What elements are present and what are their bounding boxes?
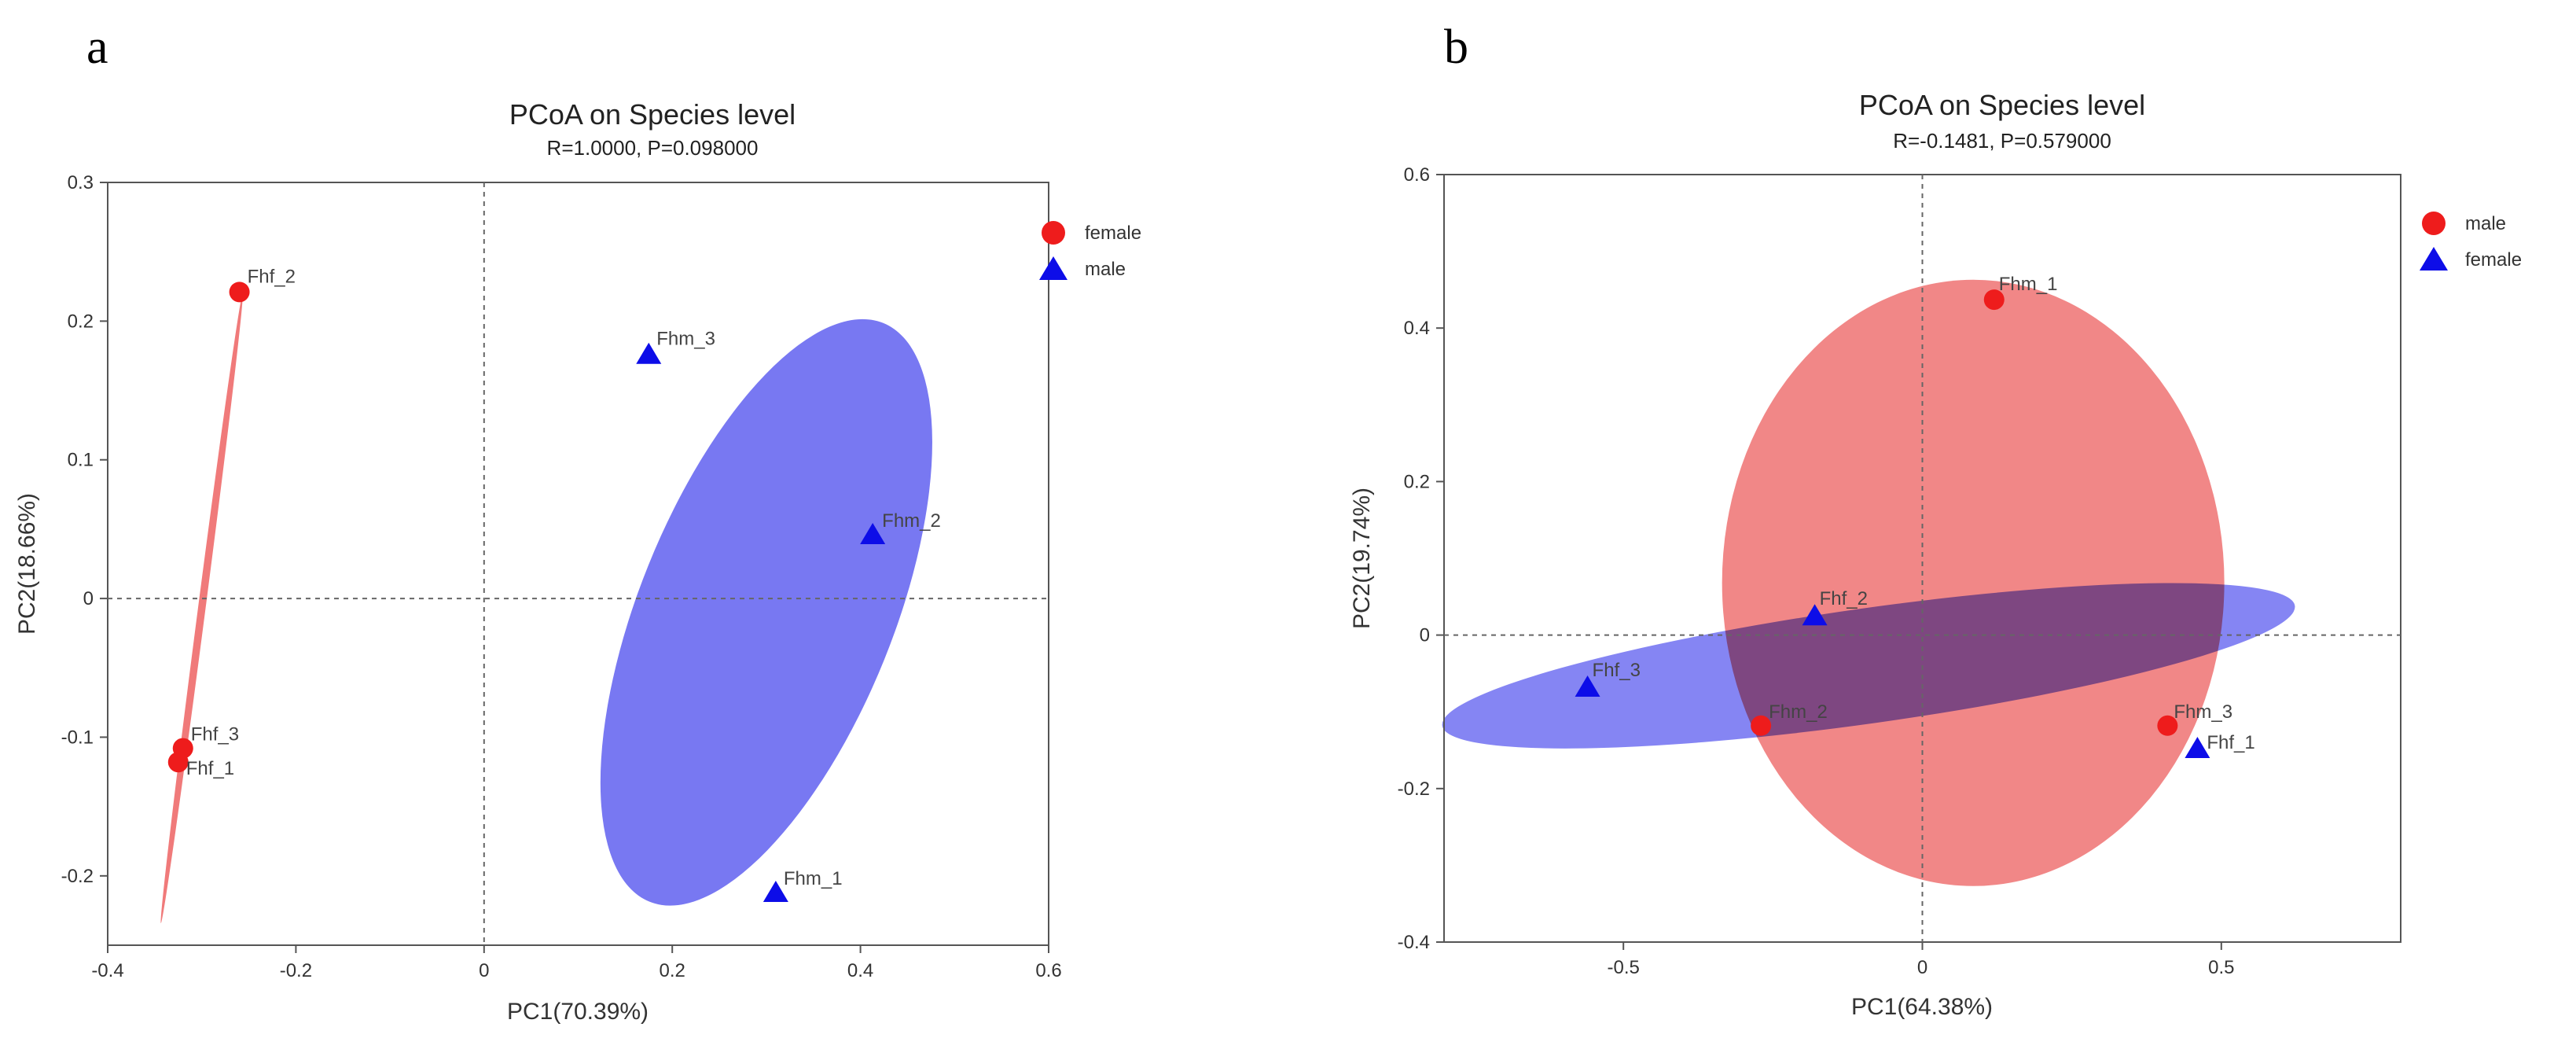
legend-label-male: male: [1085, 259, 1126, 280]
point-Fhf_2: [1802, 604, 1828, 626]
x-tick-label: 0: [479, 960, 489, 981]
point-Fhm_1: [1983, 289, 2005, 311]
point-label: Fhf_3: [1593, 660, 1641, 681]
point-label: Fhf_2: [1820, 588, 1868, 609]
x-tick-label: 0.2: [660, 960, 685, 981]
legend-marker-male: [2422, 212, 2446, 235]
legend-label-male: male: [2465, 213, 2506, 234]
legend-label-female: female: [1085, 223, 1141, 244]
panel-letter: b: [1444, 20, 1468, 74]
x-tick-label: -0.4: [91, 960, 123, 981]
plot-frame: [107, 182, 1049, 946]
point-Fhf_1: [167, 752, 189, 773]
legend-marker-female: [1042, 221, 1065, 245]
x-tick-label: 0.5: [2208, 957, 2234, 978]
chart-title: PCoA on Species level: [509, 98, 796, 131]
point-label: Fhf_1: [186, 758, 234, 779]
ellipse-female: [1442, 583, 2295, 749]
point-label: Fhf_3: [191, 724, 239, 745]
point-Fhm_2: [1751, 715, 1772, 736]
ellipse-male: [600, 318, 932, 906]
chart-title: PCoA on Species level: [1859, 89, 2145, 121]
ellipse-male: [1722, 279, 2225, 886]
point-Fhf_2: [229, 282, 250, 303]
y-tick-label: 0.1: [68, 450, 94, 471]
y-tick-label: 0.6: [1404, 164, 1430, 186]
point-label: Fhm_1: [1999, 274, 2058, 295]
chart-subtitle: R=1.0000, P=0.098000: [547, 136, 759, 160]
ellipse-female: [160, 293, 243, 923]
y-tick-label: 0: [83, 588, 94, 609]
legend-marker-male: [1039, 256, 1068, 280]
y-tick-label: 0.2: [1404, 471, 1430, 492]
x-tick-label: 0: [1917, 957, 1927, 978]
x-tick-label: 0.4: [847, 960, 873, 981]
x-tick-label: 0.6: [1035, 960, 1061, 981]
x-axis-label: PC1(64.38%): [1851, 994, 1993, 1020]
y-axis-label: PC2(18.66%): [14, 493, 40, 635]
point-label: Fhf_2: [248, 266, 296, 287]
y-axis-label: PC2(19.74%): [1349, 488, 1375, 629]
point-Fhm_2: [860, 522, 886, 544]
point-label: Fhm_2: [882, 510, 941, 532]
panel-a: a PCoA on Species level R=1.0000, P=0.09…: [14, 20, 1141, 1025]
panel-b: b PCoA on Species level R=-0.1481, P=0.5…: [1349, 20, 2522, 1020]
y-tick-label: 0.2: [68, 311, 94, 332]
point-Fhf_3: [1575, 675, 1600, 697]
point-label: Fhm_2: [1769, 701, 1828, 723]
point-label: Fhm_1: [784, 868, 843, 889]
x-axis-label: PC1(70.39%): [507, 999, 649, 1025]
point-Fhm_1: [763, 880, 788, 902]
point-Fhm_3: [2157, 715, 2178, 736]
y-tick-label: -0.2: [1398, 778, 1430, 800]
y-tick-label: -0.4: [1398, 932, 1430, 953]
legend-marker-female: [2420, 247, 2448, 271]
y-tick-label: -0.1: [61, 727, 94, 748]
legend-label-female: female: [2465, 249, 2522, 271]
panel-letter: a: [86, 20, 108, 74]
point-Fhm_3: [636, 342, 662, 364]
y-tick-label: 0.4: [1404, 318, 1430, 339]
point-label: Fhf_1: [2207, 732, 2254, 753]
x-tick-label: -0.2: [280, 960, 312, 981]
chart-subtitle: R=-0.1481, P=0.579000: [1893, 129, 2111, 153]
y-tick-label: -0.2: [61, 866, 94, 887]
y-tick-label: 0.3: [68, 172, 94, 193]
point-label: Fhm_3: [656, 329, 715, 350]
point-label: Fhm_3: [2174, 701, 2232, 723]
y-tick-label: 0: [1420, 625, 1430, 646]
point-Fhf_1: [2185, 737, 2210, 759]
x-tick-label: -0.5: [1608, 957, 1640, 978]
